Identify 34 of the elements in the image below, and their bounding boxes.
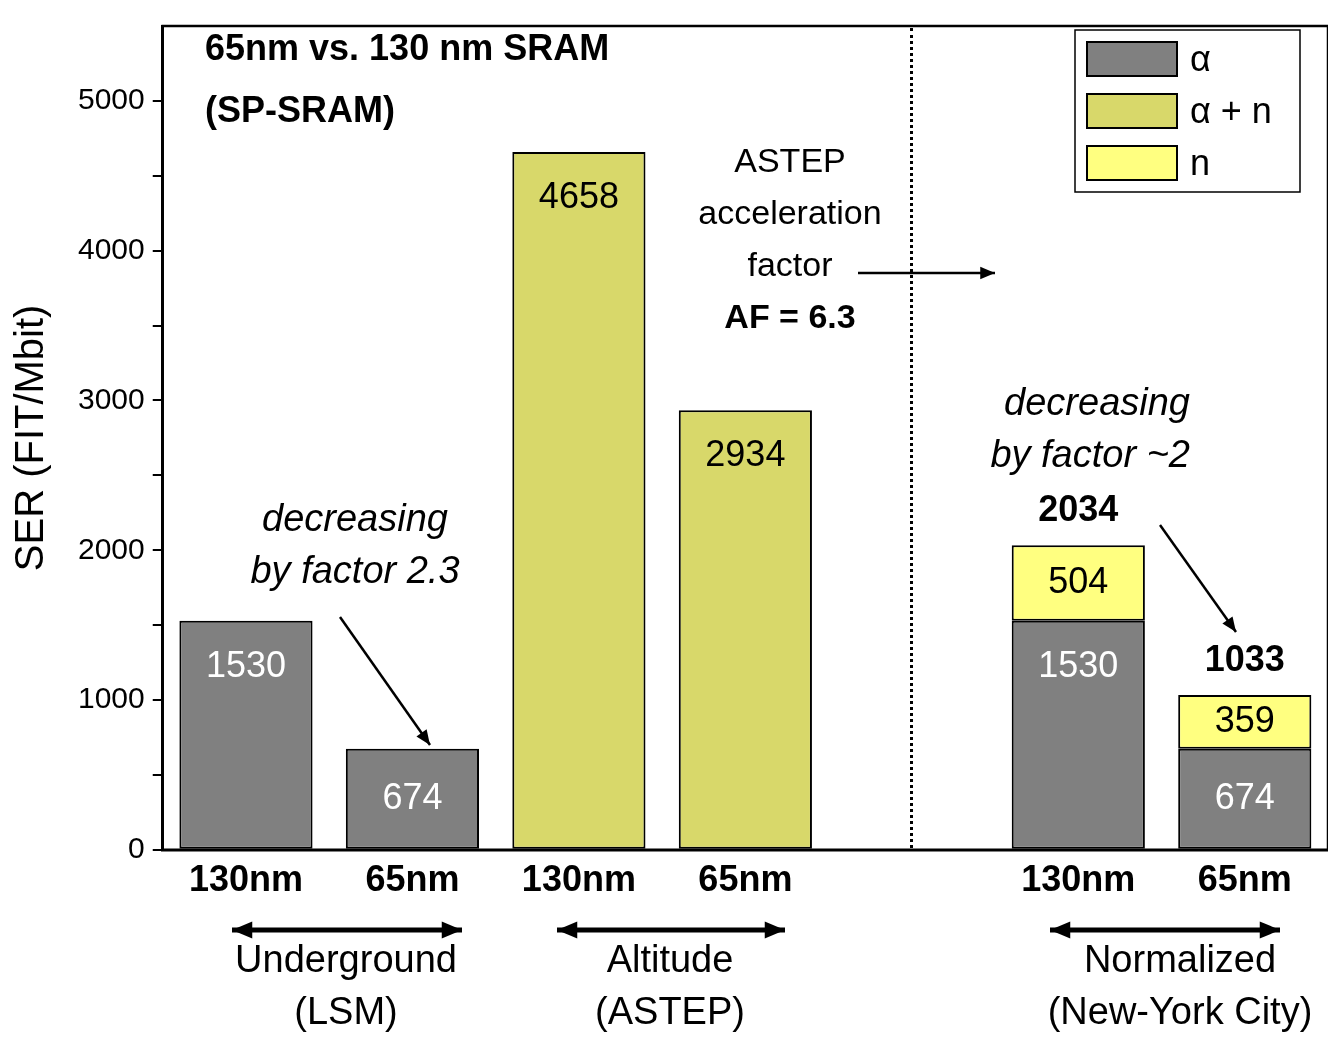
x-tick-label: 65nm xyxy=(1197,858,1292,900)
x-tick-label: 65nm xyxy=(698,858,793,900)
text: Normalized (New-York City) xyxy=(1047,938,1313,1033)
x-tick-label: 65nm xyxy=(365,858,460,900)
chart-title: 65nm vs. 130 nm SRAM xyxy=(205,26,610,68)
legend-label: α + n xyxy=(1190,89,1272,131)
data-label: 359 xyxy=(1214,698,1275,740)
legend-label: α xyxy=(1190,37,1211,79)
legend-label: n xyxy=(1190,141,1211,183)
data-label: 504 xyxy=(1048,559,1109,601)
text: (SP-SRAM) xyxy=(205,88,395,130)
data-label: 2934 xyxy=(705,433,786,475)
x-tick-label: 130nm xyxy=(521,858,636,900)
total-label: 2034 xyxy=(1038,488,1119,530)
annotation: ASTEP acceleration factor AF = 6.3 xyxy=(698,141,882,336)
y-tick-label: 5000 xyxy=(77,82,145,116)
text: Altitude (ASTEP) xyxy=(595,938,745,1033)
y-tick-label: 1000 xyxy=(77,681,145,715)
y-axis-title: SER (FIT/Mbit) xyxy=(7,304,52,572)
annotation: decreasing by factor 2.3 xyxy=(250,496,460,591)
data-label: 674 xyxy=(1214,775,1275,817)
text: Underground (LSM) xyxy=(235,938,457,1033)
data-label: 1530 xyxy=(205,643,287,685)
x-tick-label: 130nm xyxy=(188,858,304,900)
data-label: 4658 xyxy=(538,175,619,217)
y-tick-label: 4000 xyxy=(77,231,145,265)
data-label: 674 xyxy=(382,775,443,817)
x-tick-label: 130nm xyxy=(1021,858,1136,900)
total-label: 1033 xyxy=(1204,638,1285,679)
data-label: 1530 xyxy=(1038,643,1119,685)
y-tick-label: 2000 xyxy=(77,531,145,565)
annotation: decreasing by factor ~2 xyxy=(990,380,1190,475)
y-tick-label: 0 xyxy=(128,831,145,865)
y-tick-label: 3000 xyxy=(77,381,145,415)
